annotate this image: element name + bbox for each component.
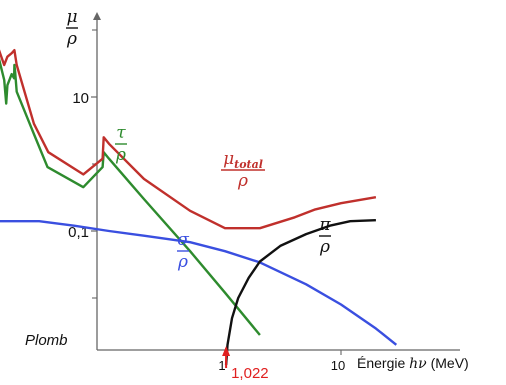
- y-axis-arrow: [93, 12, 101, 20]
- series-label-total-num: μtotal: [223, 149, 263, 171]
- x-axis-label: Énergie hν (MeV): [357, 355, 469, 372]
- y-axis-label-num: μ: [66, 7, 77, 27]
- series-label-pi-den: ρ: [319, 237, 330, 257]
- series-label-sigma-den: ρ: [177, 252, 188, 272]
- series-label-tau-num: τ: [116, 123, 126, 143]
- x-tick-label-0: 1: [218, 358, 225, 373]
- series-label-sigma-num: σ: [177, 230, 189, 250]
- series-label-pi: πρ: [318, 215, 331, 257]
- corner-label: Plomb: [25, 332, 68, 349]
- y-axis-label-den: ρ: [66, 29, 77, 49]
- series-label-total-den: ρ: [237, 171, 248, 191]
- series-line-sigma: [0, 219, 398, 346]
- y-axis-label: μρ: [66, 7, 78, 49]
- series-label-tau: τρ: [115, 123, 127, 165]
- series-line-total: [0, 49, 377, 230]
- y-tick-label-0: 10: [72, 90, 89, 107]
- series-line-tau: [0, 57, 261, 336]
- series-layer: [0, 49, 398, 366]
- series-label-tau-den: ρ: [115, 145, 126, 165]
- axes: 100,11 10: [68, 12, 460, 373]
- threshold-arrow-head: [222, 346, 231, 356]
- x-tick-label-1: 10: [331, 358, 345, 373]
- series-label-sigma: σρ: [177, 230, 189, 272]
- series-label-pi-num: π: [318, 215, 331, 235]
- series-line-pi: [224, 219, 376, 366]
- threshold-label: 1,022: [231, 365, 269, 382]
